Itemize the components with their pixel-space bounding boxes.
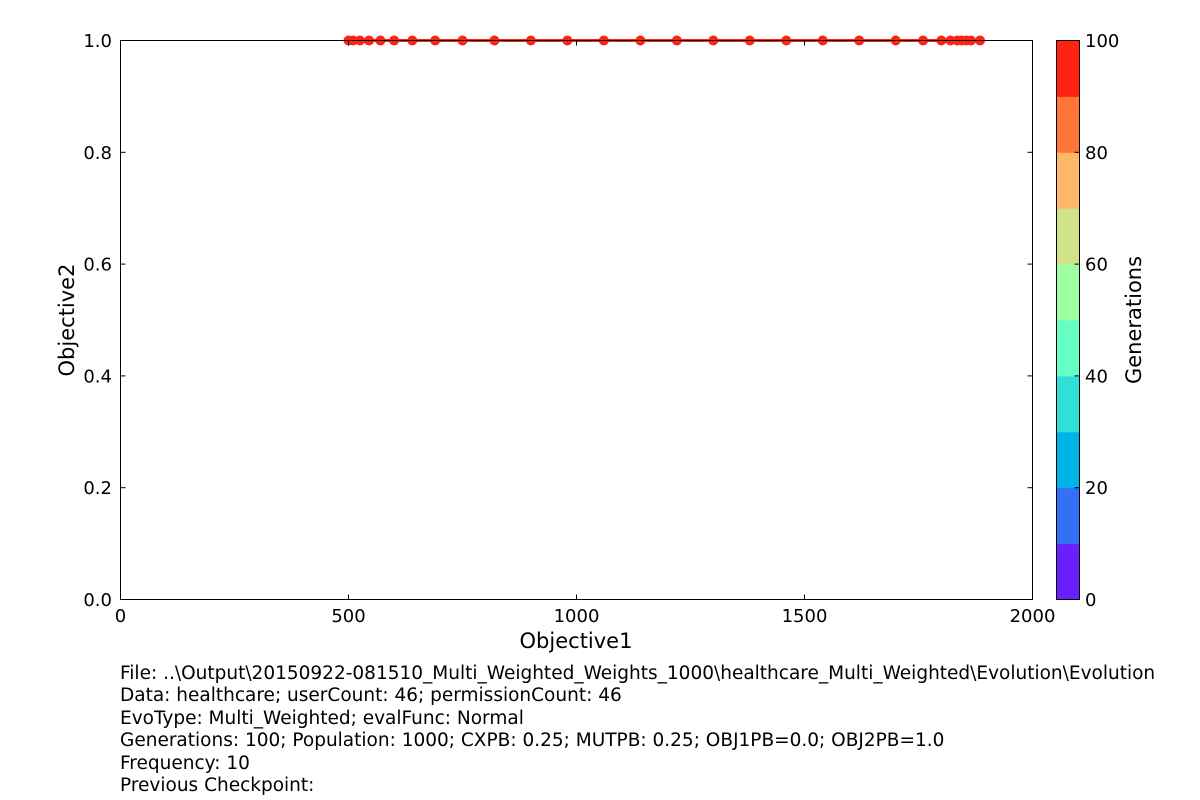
x-axis-label: Objective1 (520, 629, 633, 653)
x-axis-ticks: 0 500 1000 1500 2000 (115, 40, 1056, 627)
colorbar-segment (1056, 487, 1080, 545)
colorbar-segment (1056, 375, 1080, 433)
info-parameters: Generations: 100; Population: 1000; CXPB… (120, 730, 945, 752)
y-tick-label: 0.2 (83, 478, 112, 499)
y-tick-label: 0.8 (83, 143, 112, 164)
colorbar-segment (1056, 152, 1080, 209)
colorbar-tick-label: 0 (1085, 590, 1096, 611)
colorbar-segment (1056, 208, 1080, 265)
colorbar-tick-label: 40 (1085, 366, 1108, 387)
x-tick-label: 1000 (554, 606, 600, 627)
info-frequency: Frequency: 10 (120, 752, 250, 774)
colorbar-label: Generations (1122, 256, 1146, 384)
colorbar-tick-label: 20 (1085, 478, 1108, 499)
x-tick-label: 1500 (782, 606, 828, 627)
colorbar: 0 20 40 60 80 100 (1056, 31, 1119, 611)
x-tick-label: 2000 (1010, 606, 1056, 627)
colorbar-segment (1056, 40, 1080, 97)
info-previous-checkpoint: Previous Checkpoint: (120, 774, 315, 796)
colorbar-frame (1056, 40, 1080, 600)
run-info: File: ..\Output\20150922-081510_Multi_We… (120, 663, 1200, 797)
colorbar-tick-label: 60 (1085, 255, 1108, 276)
plot-frame (120, 40, 1033, 600)
y-tick-label: 0.4 (83, 366, 112, 387)
y-tick-label: 0.6 (83, 255, 112, 276)
y-axis-ticks: 0.0 0.2 0.4 0.6 0.8 1.0 (83, 31, 1033, 611)
y-tick-label: 1.0 (83, 31, 112, 52)
y-axis-label: Objective2 (55, 264, 79, 377)
colorbar-tick-label: 100 (1085, 31, 1119, 52)
info-evotype: EvoType: Multi_Weighted; evalFunc: Norma… (120, 707, 524, 729)
info-file-path: File: ..\Output\20150922-081510_Multi_We… (120, 663, 1156, 684)
colorbar-segment (1056, 264, 1080, 321)
y-tick-label: 0.0 (83, 590, 112, 611)
x-tick-label: 0 (115, 606, 126, 627)
x-tick-label: 500 (331, 606, 365, 627)
colorbar-segment (1056, 431, 1080, 489)
colorbar-segment (1056, 320, 1080, 377)
colorbar-tick-label: 80 (1085, 143, 1108, 164)
info-data: Data: healthcare; userCount: 46; permiss… (120, 685, 622, 707)
colorbar-segment (1056, 96, 1080, 153)
colorbar-segment (1056, 543, 1080, 600)
